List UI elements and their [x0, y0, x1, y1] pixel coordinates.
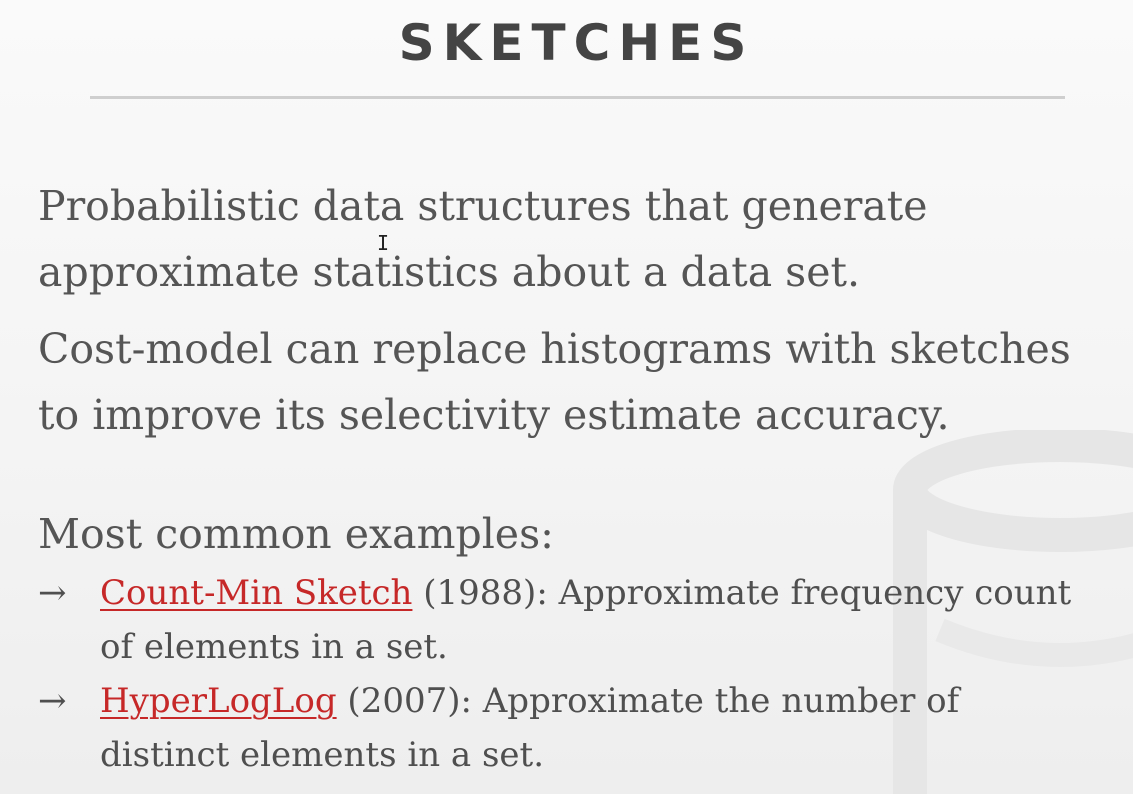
example-description-continued: distinct elements in a set.	[100, 735, 545, 775]
example-description: (2007): Approximate the number of	[336, 681, 960, 721]
examples-heading: Most common examples:	[38, 510, 554, 558]
paragraph-line: to improve its selectivity estimate accu…	[38, 391, 950, 439]
paragraph-line: approximate statistics about a data set.	[38, 248, 860, 296]
example-description: (1988): Approximate frequency count	[412, 573, 1072, 613]
paragraph-line: Probabilistic data structures that gener…	[38, 182, 928, 230]
paragraph-line: Cost-model can replace histograms with s…	[38, 325, 1071, 373]
arrow-right-icon: →	[38, 573, 67, 613]
count-min-sketch-link[interactable]: Count-Min Sketch	[100, 573, 413, 613]
title-divider	[90, 96, 1065, 99]
arrow-right-icon: →	[38, 681, 67, 721]
list-item-count-min-sketch: → Count-Min Sketch (1988): Approximate f…	[38, 566, 1128, 674]
hyperloglog-link[interactable]: HyperLogLog	[100, 681, 337, 721]
list-item-hyperloglog: → HyperLogLog (2007): Approximate the nu…	[38, 674, 1128, 782]
slide-title: SKETCHES	[398, 14, 755, 72]
example-description-continued: of elements in a set.	[100, 627, 448, 667]
paragraph-cost-model: Cost-model can replace histograms with s…	[38, 316, 1071, 448]
text-cursor-icon: I	[377, 231, 390, 255]
paragraph-definition: Probabilistic data structures that gener…	[38, 173, 928, 305]
